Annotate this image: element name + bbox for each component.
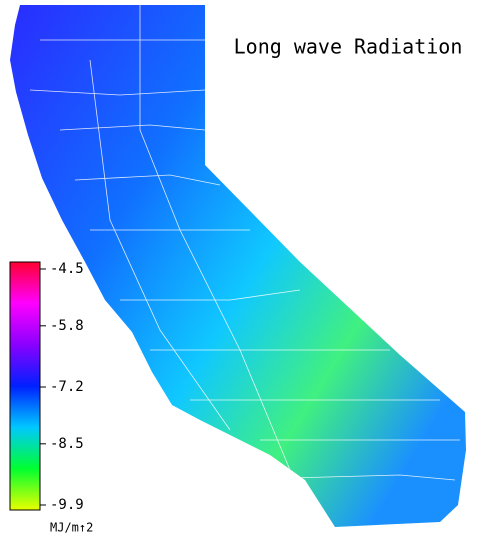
colorbar-tick-label: -9.9 — [50, 497, 84, 513]
colorbar-tick-label: -5.8 — [50, 318, 84, 334]
colorbar-tick-label: -7.2 — [50, 379, 84, 395]
colorbar-tick-label: -4.5 — [50, 261, 84, 277]
california — [10, 5, 466, 527]
map-title: Long wave Radiation — [234, 35, 463, 59]
colorbar — [9, 261, 41, 511]
county-lines — [29, 5, 460, 481]
colorbar-tick-label: -8.5 — [50, 436, 84, 452]
colorbar-label: MJ/m↑2 — [50, 521, 93, 535]
